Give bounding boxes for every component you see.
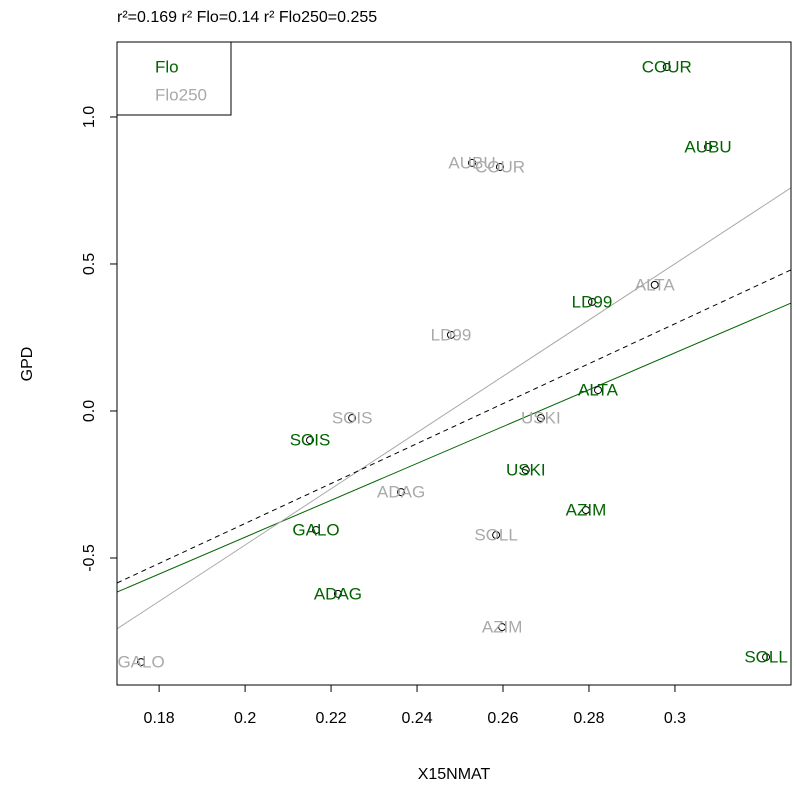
point bbox=[536, 414, 545, 423]
point-label: GALO bbox=[292, 521, 339, 540]
legend-label: Flo bbox=[155, 57, 179, 76]
point bbox=[312, 526, 321, 535]
point bbox=[137, 658, 146, 667]
point-label: LD99 bbox=[572, 292, 613, 311]
point-label: USKI bbox=[521, 409, 561, 428]
y-tick-label: 1.0 bbox=[81, 106, 98, 128]
x-tick-label: 0.24 bbox=[401, 710, 432, 727]
point bbox=[521, 466, 530, 475]
point bbox=[593, 386, 602, 395]
x-tick-label: 0.26 bbox=[487, 710, 518, 727]
x-axis-label: X15NMAT bbox=[418, 766, 491, 783]
point bbox=[498, 623, 507, 632]
point bbox=[397, 488, 406, 497]
fit-line bbox=[117, 302, 791, 593]
point-label: AUBU bbox=[448, 153, 495, 172]
point-label: GALO bbox=[117, 653, 164, 672]
x-tick-label: 0.22 bbox=[315, 710, 346, 727]
point-label: ALTA bbox=[578, 381, 619, 400]
legend-label: Flo250 bbox=[155, 85, 207, 104]
point-label: SOLL bbox=[474, 526, 517, 545]
point-label: COUR bbox=[642, 57, 692, 76]
point bbox=[762, 653, 771, 662]
point bbox=[704, 142, 713, 151]
point bbox=[306, 436, 315, 445]
point bbox=[348, 414, 357, 423]
fit-line bbox=[117, 269, 791, 584]
point bbox=[581, 506, 590, 515]
point-label: AZIM bbox=[482, 618, 523, 637]
point bbox=[492, 531, 501, 540]
point-label: COUR bbox=[475, 157, 525, 176]
y-tick-label: 0.0 bbox=[81, 400, 98, 422]
point-label: USKI bbox=[506, 461, 546, 480]
point-label: SOIS bbox=[290, 431, 331, 450]
point-label: AZIM bbox=[566, 501, 607, 520]
x-tick-label: 0.18 bbox=[144, 710, 175, 727]
point bbox=[587, 297, 596, 306]
point bbox=[650, 280, 659, 289]
point-label: SOLL bbox=[744, 648, 787, 667]
x-tick-label: 0.28 bbox=[573, 710, 604, 727]
chart-title: r²=0.169 r² Flo=0.14 r² Flo250=0.255 bbox=[117, 9, 377, 26]
y-axis-label: GPD bbox=[19, 347, 36, 382]
point bbox=[495, 162, 504, 171]
x-tick-label: 0.3 bbox=[664, 710, 686, 727]
point bbox=[662, 62, 671, 71]
plot-frame bbox=[116, 41, 792, 686]
y-tick-label: -0.5 bbox=[81, 544, 98, 572]
point-label: LD99 bbox=[431, 325, 472, 344]
fit-line bbox=[117, 187, 791, 630]
point-label: ADAG bbox=[377, 483, 425, 502]
point bbox=[333, 589, 342, 598]
point bbox=[468, 158, 477, 167]
legend-box bbox=[116, 41, 232, 116]
y-tick-label: 0.5 bbox=[81, 253, 98, 275]
x-tick-label: 0.2 bbox=[234, 710, 256, 727]
point-label: AUBU bbox=[684, 137, 731, 156]
point-label: SOIS bbox=[332, 409, 373, 428]
point-label: ADAG bbox=[314, 584, 362, 603]
point bbox=[446, 330, 455, 339]
point-label: ALTA bbox=[635, 275, 676, 294]
